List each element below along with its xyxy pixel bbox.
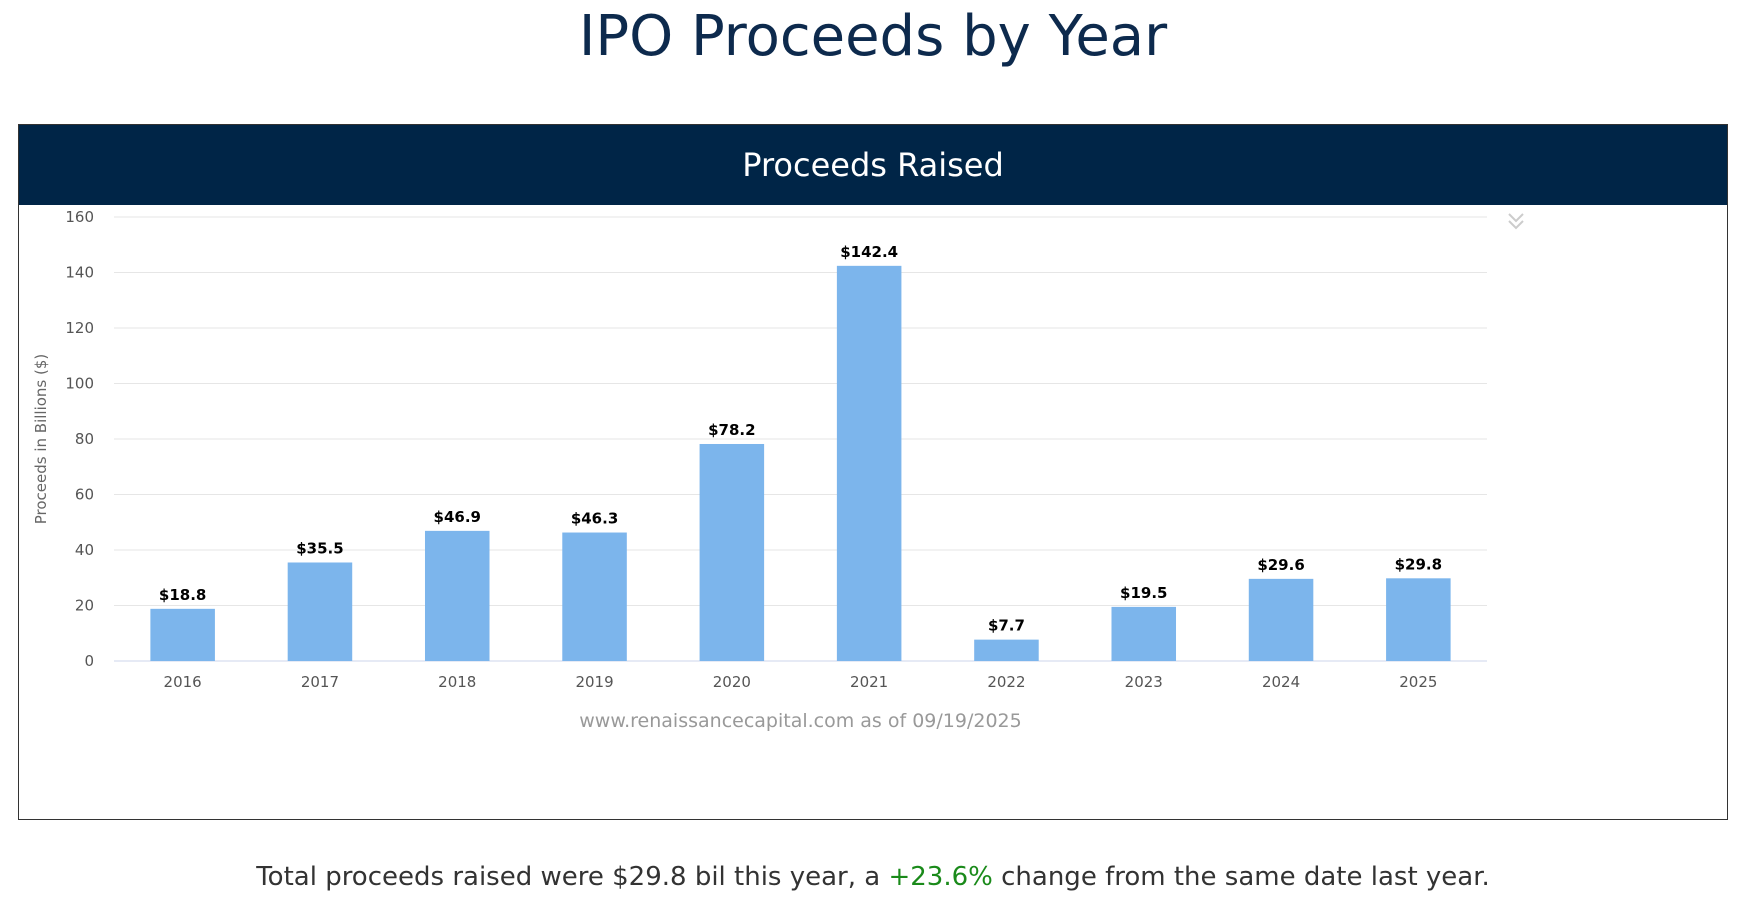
summary-change-value: +23.6% xyxy=(888,862,993,892)
bar-2025[interactable] xyxy=(1386,578,1451,661)
chart-header: Proceeds Raised xyxy=(19,125,1727,205)
y-tick-label: 40 xyxy=(75,541,94,559)
y-tick-label: 140 xyxy=(65,264,94,282)
bar-2016[interactable] xyxy=(150,608,215,661)
data-label-2018: $46.9 xyxy=(434,508,481,526)
bar-2022[interactable] xyxy=(974,639,1039,661)
proceeds-bar-chart: 0 20 40 60 80 100 120 140 160 2016 2017 2018 2019 202… xyxy=(32,208,1524,732)
data-label-2016: $18.8 xyxy=(159,586,206,604)
data-label-2021: $142.4 xyxy=(840,243,898,261)
bar-2017[interactable] xyxy=(287,562,353,661)
x-tick-label: 2017 xyxy=(301,673,339,691)
summary-prefix: Total proceeds raised were $29.8 bil thi… xyxy=(256,862,889,892)
data-label-2025: $29.8 xyxy=(1395,555,1442,573)
summary-text: Total proceeds raised were $29.8 bil thi… xyxy=(0,862,1746,892)
y-tick-label: 20 xyxy=(75,597,94,615)
bar-2018[interactable] xyxy=(424,530,490,661)
x-tick-label: 2020 xyxy=(713,673,751,691)
data-label-2019: $46.3 xyxy=(571,510,618,528)
y-axis-title: Proceeds in Billions ($) xyxy=(32,354,50,525)
x-tick-label: 2025 xyxy=(1399,673,1437,691)
double-chevron-down-icon[interactable] xyxy=(1508,213,1524,230)
y-tick-label: 60 xyxy=(75,486,94,504)
x-tick-label: 2018 xyxy=(438,673,476,691)
bar-2019[interactable] xyxy=(562,532,627,661)
data-label-2017: $35.5 xyxy=(296,539,343,557)
bars xyxy=(150,265,1451,661)
y-tick-label: 120 xyxy=(65,319,94,337)
bar-2021[interactable] xyxy=(836,265,902,661)
data-label-2023: $19.5 xyxy=(1120,584,1167,602)
chart-credits[interactable]: www.renaissancecapital.com as of 09/19/2… xyxy=(579,710,1021,732)
data-label-2020: $78.2 xyxy=(708,421,755,439)
x-tick-label: 2023 xyxy=(1125,673,1163,691)
y-tick-label: 100 xyxy=(65,375,94,393)
x-tick-label: 2016 xyxy=(164,673,202,691)
bar-2020[interactable] xyxy=(699,443,765,661)
x-tick-label: 2019 xyxy=(575,673,613,691)
bar-2023[interactable] xyxy=(1111,606,1177,661)
data-labels: $18.8 $35.5 $46.9 $46.3 $78.2 $142.4 $7.7 $19.5… xyxy=(159,243,1442,635)
data-label-2024: $29.6 xyxy=(1257,556,1304,574)
x-tick-label: 2021 xyxy=(850,673,888,691)
x-tick-label: 2024 xyxy=(1262,673,1300,691)
page-title: IPO Proceeds by Year xyxy=(578,4,1168,69)
bar-2024[interactable] xyxy=(1248,578,1314,661)
data-label-2022: $7.7 xyxy=(988,617,1025,635)
gridlines xyxy=(114,216,1487,606)
chart-panel: Proceeds Raised 0 20 40 60 80 100 120 140 160 201… xyxy=(18,124,1728,820)
x-tick-label: 2022 xyxy=(987,673,1025,691)
y-tick-label: 0 xyxy=(84,652,94,670)
y-tick-label: 160 xyxy=(65,208,94,226)
summary-suffix: change from the same date last year. xyxy=(992,862,1490,892)
y-tick-label: 80 xyxy=(75,430,94,448)
